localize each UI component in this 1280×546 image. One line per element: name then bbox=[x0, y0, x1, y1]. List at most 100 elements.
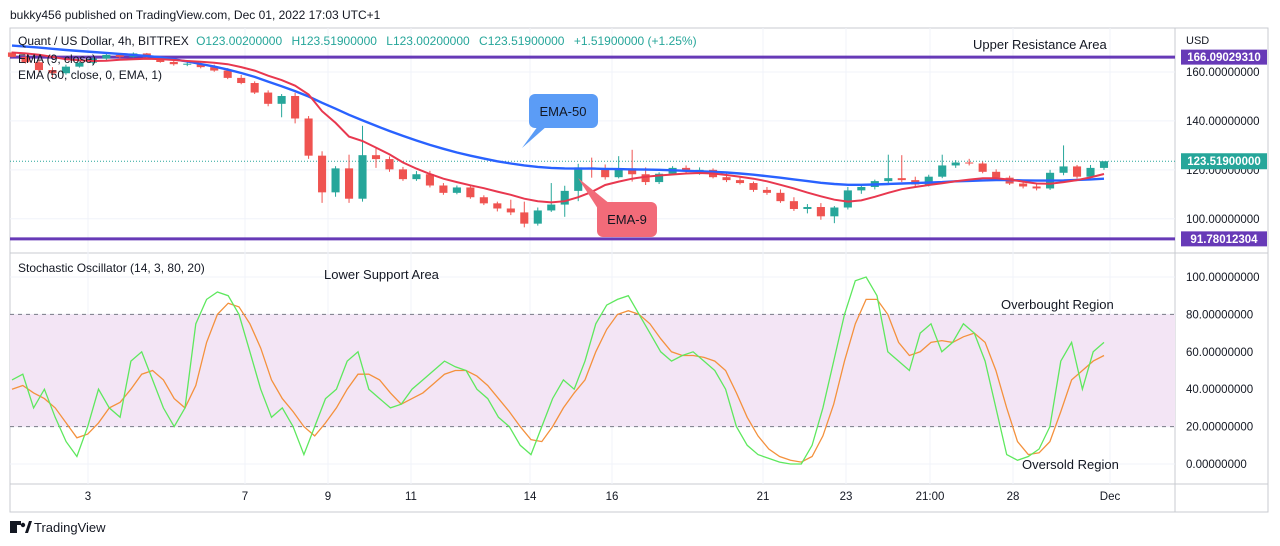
candle bbox=[385, 156, 394, 172]
ema-50-line bbox=[11, 44, 1105, 187]
candle bbox=[1032, 184, 1041, 191]
candle bbox=[466, 185, 475, 199]
price-tick-label: 160.00000000 bbox=[1186, 67, 1260, 79]
candle-body bbox=[7, 52, 17, 57]
upper-level-tag: 166.09029310 bbox=[1181, 49, 1267, 65]
candle-body bbox=[425, 174, 434, 186]
candle-body bbox=[169, 61, 178, 65]
legend-close: C123.51900000 bbox=[479, 34, 565, 48]
candle bbox=[479, 195, 488, 206]
candle-body bbox=[318, 155, 327, 193]
candle-body bbox=[857, 186, 866, 191]
candle-body bbox=[601, 169, 610, 178]
candle bbox=[965, 158, 974, 166]
candle-body bbox=[196, 63, 205, 68]
ema-9-line bbox=[11, 51, 1105, 204]
candle-body bbox=[223, 70, 232, 78]
candle-body bbox=[452, 187, 461, 193]
candle-body bbox=[560, 190, 569, 205]
last-price-tag-text: 123.51900000 bbox=[1187, 156, 1261, 168]
candle-body bbox=[938, 165, 947, 177]
candle-body bbox=[371, 155, 381, 160]
candle bbox=[250, 81, 259, 95]
osc-tick-label: 100.00000000 bbox=[1186, 272, 1260, 284]
candle bbox=[843, 186, 852, 210]
candle bbox=[830, 206, 839, 224]
time-tick-label: 16 bbox=[606, 491, 619, 503]
candle-body bbox=[304, 118, 313, 156]
candle-body bbox=[210, 67, 219, 71]
upper-resistance-label: Upper Resistance Area bbox=[973, 37, 1107, 52]
candle-body bbox=[1072, 166, 1082, 177]
price-tick-label: 100.00000000 bbox=[1186, 214, 1260, 226]
candle bbox=[34, 59, 44, 73]
osc-tick-label: 0.00000000 bbox=[1186, 459, 1247, 471]
candle-body bbox=[102, 54, 111, 59]
candle-body bbox=[789, 201, 798, 209]
candle-body bbox=[533, 210, 542, 224]
candle-body bbox=[237, 77, 246, 84]
candle bbox=[628, 149, 637, 182]
candle bbox=[237, 74, 246, 85]
candle bbox=[493, 201, 502, 212]
candle-body bbox=[75, 62, 84, 67]
time-tick-label: 7 bbox=[242, 491, 248, 503]
tradingview-logo-icon bbox=[10, 521, 32, 533]
candle-body bbox=[816, 207, 825, 217]
ema9-callout-text: EMA-9 bbox=[607, 212, 647, 227]
upper-level-tag-text: 166.09029310 bbox=[1187, 52, 1261, 64]
legend-high: H123.51900000 bbox=[292, 34, 378, 48]
candle bbox=[803, 204, 812, 214]
candle bbox=[1072, 164, 1082, 179]
candle bbox=[1086, 164, 1095, 179]
candle-body bbox=[978, 163, 987, 172]
time-tick-label: 21:00 bbox=[916, 491, 945, 503]
candle bbox=[614, 156, 623, 179]
candle-body bbox=[884, 178, 893, 182]
candle-body bbox=[951, 162, 960, 166]
candle bbox=[371, 147, 381, 168]
candle bbox=[318, 151, 327, 203]
candle bbox=[291, 92, 300, 124]
chart-frame bbox=[9, 27, 1269, 513]
candle bbox=[75, 61, 84, 68]
candle-body bbox=[762, 189, 772, 193]
candle-body bbox=[749, 183, 758, 190]
published-line: bukky456 published on TradingView.com, D… bbox=[10, 8, 381, 22]
candle-body bbox=[61, 66, 70, 74]
candle bbox=[897, 155, 906, 183]
candle-body bbox=[830, 207, 839, 217]
candle-body bbox=[1099, 161, 1109, 168]
candle bbox=[61, 64, 70, 75]
candle-body bbox=[641, 174, 650, 183]
candle-body bbox=[574, 167, 583, 191]
candle bbox=[1059, 145, 1068, 176]
legend-open: O123.00200000 bbox=[196, 34, 282, 48]
candle bbox=[452, 185, 461, 195]
oversold-label: Oversold Region bbox=[1022, 457, 1119, 472]
candle-body bbox=[479, 197, 488, 204]
time-tick-label: Dec bbox=[1100, 491, 1121, 503]
candle bbox=[412, 171, 421, 181]
candle bbox=[344, 154, 354, 203]
candle-body bbox=[520, 212, 529, 224]
candle-body bbox=[1019, 183, 1028, 187]
candle bbox=[816, 203, 825, 220]
lower-support-label: Lower Support Area bbox=[324, 267, 440, 282]
candle bbox=[21, 55, 30, 64]
overbought-label: Overbought Region bbox=[1001, 297, 1114, 312]
candle-body bbox=[1059, 166, 1068, 173]
candle-body bbox=[21, 56, 30, 63]
stoch-k-line bbox=[11, 276, 1105, 465]
legend-ema-fast: EMA (9, close) bbox=[18, 52, 96, 66]
candle bbox=[749, 181, 758, 192]
candle-body bbox=[628, 168, 637, 175]
candle bbox=[264, 90, 273, 107]
candle-body bbox=[735, 180, 745, 184]
candle bbox=[601, 164, 610, 180]
candle-body bbox=[358, 155, 367, 199]
candle bbox=[277, 94, 286, 118]
legend-ema-slow: EMA (50, close, 0, EMA, 1) bbox=[18, 68, 162, 82]
candle-body bbox=[264, 92, 273, 104]
